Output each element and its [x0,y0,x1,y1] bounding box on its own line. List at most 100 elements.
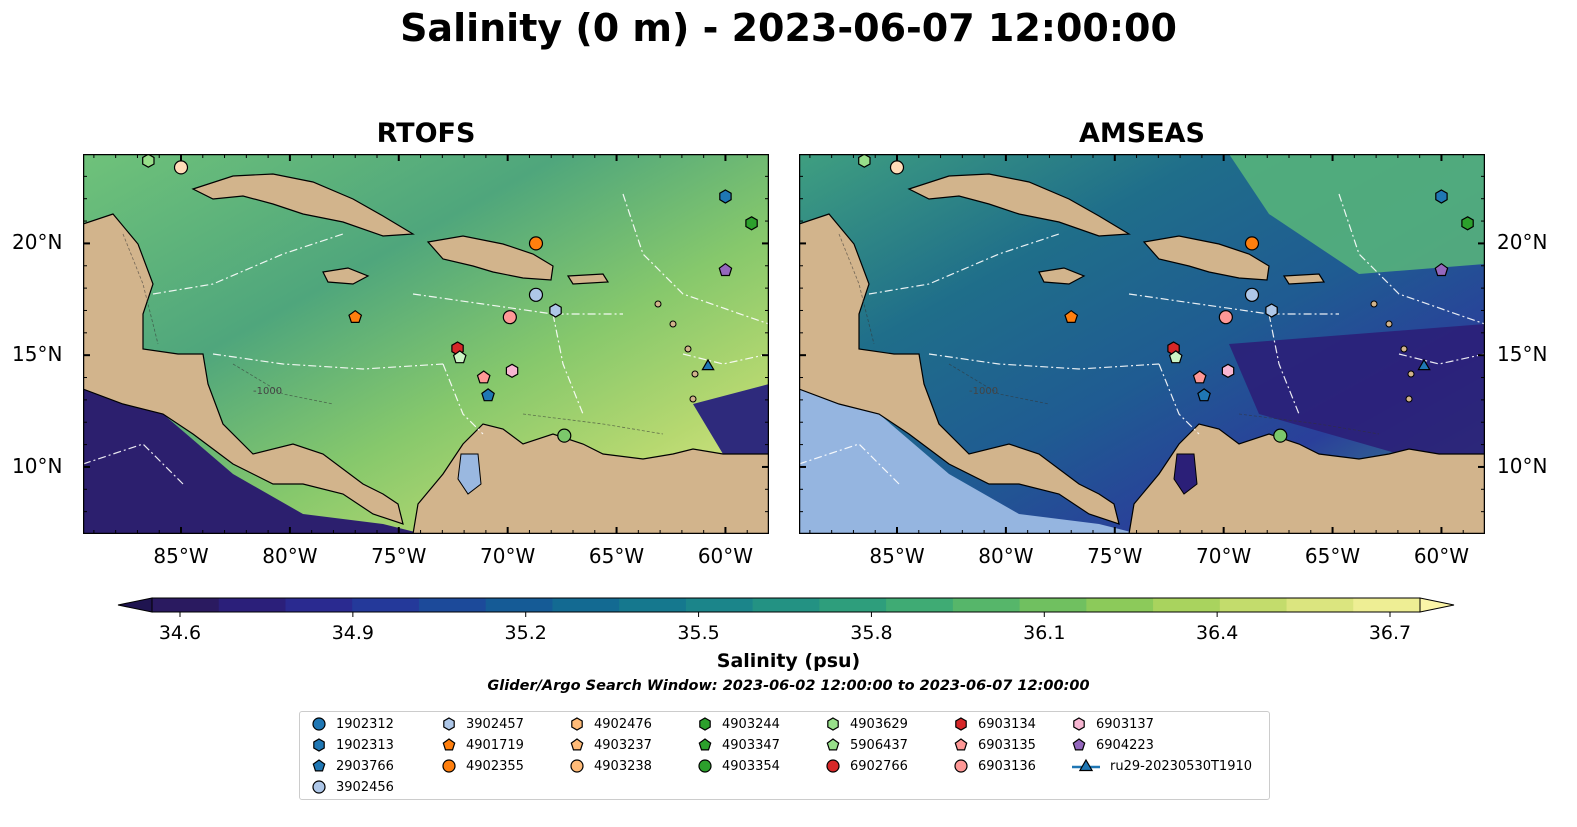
lake-maracaibo [1173,453,1198,495]
legend-marker[interactable] [1073,717,1085,731]
float-marker-6904223[interactable] [1434,262,1449,277]
float-marker-4903354[interactable] [557,428,572,443]
float-markers[interactable] [142,154,758,443]
legend-marker[interactable] [955,717,967,731]
float-marker-1902313[interactable] [1435,189,1448,204]
legend-marker[interactable] [442,759,456,773]
amseas-map[interactable]: -1000 [799,154,1485,534]
colorbar-tick-label: 36.4 [1196,622,1238,644]
x-tick-label: 70°W [480,544,536,568]
legend-item: 4903238 [568,758,652,774]
legend-item: 1902313 [310,737,394,753]
legend-triangle[interactable] [1078,758,1094,772]
float-marker-4903238[interactable] [173,160,189,175]
float-marker-3902456[interactable] [1244,287,1260,302]
float-markers[interactable] [858,154,1474,443]
float-marker-5906437[interactable] [452,350,467,364]
colorbar-extend-high [1419,597,1455,613]
legend-marker[interactable] [954,738,968,751]
legend-marker[interactable] [570,738,584,751]
float-marker-ru29-20230530T1910[interactable] [1417,358,1431,371]
float-marker-4902355[interactable] [1244,236,1260,251]
legend-marker[interactable] [698,759,712,773]
y-tick-label-right: 15°N [1497,342,1548,367]
legend-item: 4901719 [440,737,524,753]
legend-marker[interactable] [443,717,455,731]
legend-label: 4903629 [850,716,908,732]
legend-marker[interactable] [954,759,968,773]
hispaniola-land [1142,235,1270,281]
x-tick-label: 70°W [1196,544,1252,568]
y-tick-label-right: 20°N [1497,230,1548,255]
colorbar-label: Salinity (psu) [716,650,861,672]
eez-boundaries [83,193,769,485]
legend-marker[interactable] [571,717,583,731]
float-marker-1902313[interactable] [719,189,732,204]
float-marker-6903136[interactable] [1218,310,1233,325]
legend-marker[interactable] [312,759,326,772]
float-marker-5906437[interactable] [1168,350,1183,364]
figure-title: Salinity (0 m) - 2023-06-07 12:00:00 [400,6,1177,50]
legend-marker[interactable] [570,759,584,773]
y-tick-label-left: 10°N [12,453,63,478]
legend-marker[interactable] [827,717,839,731]
float-marker-2903766[interactable] [481,388,495,402]
legend-marker[interactable] [313,738,325,752]
legend-label: 5906437 [850,737,908,753]
float-marker-4903244[interactable] [745,216,758,231]
legend-marker[interactable] [698,738,712,751]
legend-label: 4901719 [466,737,524,753]
cuba-land [191,173,415,237]
bathymetry-contours [122,233,664,435]
float-marker-3902457[interactable] [549,303,562,318]
map-frame [83,154,769,534]
legend-marker[interactable] [1072,738,1086,751]
legend-label: 6903137 [1096,716,1154,732]
float-marker-4901719[interactable] [1064,309,1079,323]
float-marker-4903629[interactable] [142,154,155,168]
float-marker-6903135[interactable] [1192,370,1207,384]
y-tick-label-left: 20°N [12,230,63,255]
colorbar-tick-label: 34.9 [332,622,374,644]
legend-label: 3902457 [466,716,524,732]
legend-label: 3902456 [336,779,394,795]
legend-label: 1902312 [336,716,394,732]
legend-item: 6903135 [952,737,1036,753]
rtofs-map[interactable]: -1000 [83,154,769,534]
float-marker-6903137[interactable] [1221,363,1235,378]
float-marker-2903766[interactable] [1197,388,1211,402]
float-marker-ru29-20230530T1910[interactable] [701,358,715,371]
legend-label: 6903135 [978,737,1036,753]
float-marker-6903136[interactable] [502,310,517,325]
colorbar-bin [285,598,353,612]
float-marker-6904223[interactable] [718,262,733,277]
legend-marker-circle-icon [954,759,968,773]
legend-label: 4902355 [466,758,524,774]
lesser-antilles [654,300,699,403]
float-marker-4903244[interactable] [1461,216,1474,231]
legend-label: 1902313 [336,737,394,753]
legend-marker[interactable] [312,717,326,731]
legend-marker[interactable] [699,717,711,731]
jamaica-land [1038,267,1086,285]
legend-label: 6903136 [978,758,1036,774]
float-marker-6903137[interactable] [505,363,519,378]
legend-marker[interactable] [826,738,840,751]
south-america-land [1128,423,1485,534]
float-marker-3902457[interactable] [1265,303,1278,318]
float-marker-4903238[interactable] [889,160,905,175]
legend-marker[interactable] [442,738,456,751]
legend-marker[interactable] [826,759,840,773]
float-marker-4902355[interactable] [528,236,544,251]
legend-label: 6902766 [850,758,908,774]
legend-item: 4903347 [696,737,780,753]
legend-marker-hexagon-icon [699,717,711,731]
float-marker-4901719[interactable] [348,309,363,323]
float-marker-6903135[interactable] [476,370,491,384]
eez-boundaries [799,193,1485,485]
float-marker-4903629[interactable] [858,154,871,168]
legend-marker[interactable] [312,780,326,794]
legend-label: 4903347 [722,737,780,753]
float-marker-3902456[interactable] [528,287,544,302]
float-marker-4903354[interactable] [1273,428,1288,443]
